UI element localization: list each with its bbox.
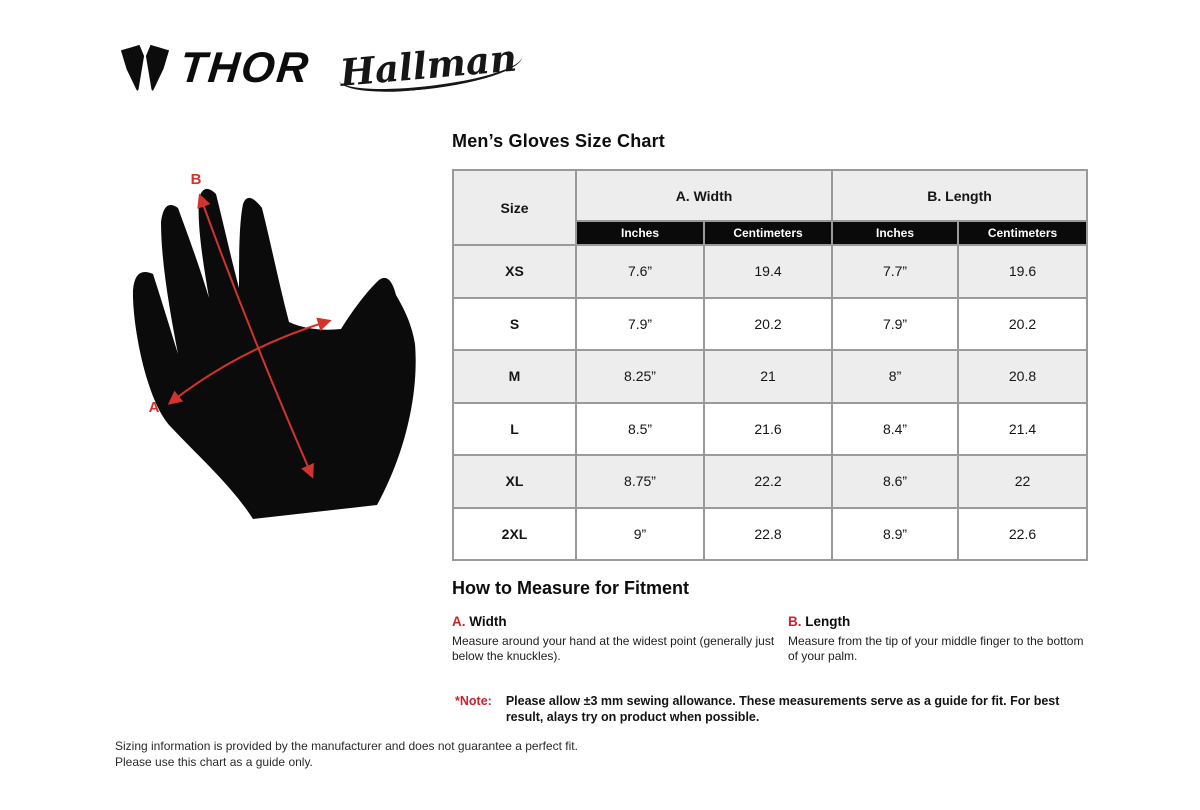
unit-header-length-inches: Inches bbox=[831, 220, 960, 246]
measure-width-label: Width bbox=[469, 614, 507, 629]
measure-length-prefix: B. bbox=[788, 614, 802, 629]
cell-length-in: 8.6” bbox=[831, 454, 960, 509]
hand-silhouette bbox=[132, 188, 416, 519]
cell-length-in: 7.9” bbox=[831, 296, 960, 351]
table-unit-header-row: Inches Centimeters Inches Centimeters bbox=[453, 220, 1089, 246]
cell-width-cm: 22.2 bbox=[702, 454, 834, 509]
note-text: Please allow ±3 mm sewing allowance. The… bbox=[505, 694, 1060, 724]
table-row-l: L 8.5” 21.6 8.4” 21.4 bbox=[452, 401, 1089, 456]
thor-logo: THOR bbox=[120, 42, 313, 94]
disclaimer-line-2: Please use this chart as a guide only. bbox=[115, 755, 313, 769]
measure-length-title: B. Length bbox=[788, 614, 1088, 629]
size-chart-title: Men’s Gloves Size Chart bbox=[452, 131, 665, 151]
diagram-label-a: A bbox=[149, 399, 160, 416]
cell-size: XS bbox=[452, 244, 577, 299]
column-group-length: B. Length bbox=[831, 169, 1089, 222]
measure-length-block: B. Length Measure from the tip of your m… bbox=[788, 614, 1088, 664]
measure-width-text: Measure around your hand at the widest p… bbox=[452, 634, 775, 663]
footer-disclaimer: Sizing information is provided by the ma… bbox=[115, 738, 578, 770]
cell-size: M bbox=[452, 349, 577, 404]
cell-width-cm: 19.4 bbox=[702, 244, 834, 299]
thor-wordmark: THOR bbox=[177, 43, 313, 92]
note-block: *Note: Please allow ±3 mm sewing allowan… bbox=[455, 693, 1095, 725]
cell-length-cm: 20.2 bbox=[957, 296, 1089, 351]
cell-length-cm: 22 bbox=[957, 454, 1089, 509]
table-row-2xl: 2XL 9” 22.8 8.9” 22.6 bbox=[452, 506, 1089, 561]
cell-length-cm: 21.4 bbox=[957, 401, 1089, 456]
cell-size: XL bbox=[452, 454, 577, 509]
cell-length-cm: 20.8 bbox=[957, 349, 1089, 404]
cell-width-in: 8.5” bbox=[575, 401, 705, 456]
table-row-xs: XS 7.6” 19.4 7.7” 19.6 bbox=[452, 244, 1089, 299]
unit-header-width-centimeters: Centimeters bbox=[702, 220, 834, 246]
cell-width-in: 8.75” bbox=[575, 454, 705, 509]
cell-length-cm: 22.6 bbox=[957, 506, 1089, 561]
diagram-label-b: B bbox=[191, 171, 202, 188]
measure-width-block: A. Width Measure around your hand at the… bbox=[452, 614, 782, 664]
table-group-header-row: Size A. Width B. Length bbox=[452, 169, 1089, 246]
measure-width-prefix: A. bbox=[452, 614, 466, 629]
thor-helmet-icon bbox=[120, 44, 170, 91]
cell-width-cm: 21.6 bbox=[702, 401, 834, 456]
measure-width-title: A. Width bbox=[452, 614, 782, 629]
unit-header-length-centimeters: Centimeters bbox=[957, 220, 1089, 246]
unit-header-width-inches: Inches bbox=[575, 220, 705, 246]
table-row-xl: XL 8.75” 22.2 8.6” 22 bbox=[452, 454, 1089, 509]
size-chart-table-wrap: Size A. Width B. Length Inches Centimete… bbox=[452, 169, 1089, 561]
cell-length-in: 8.9” bbox=[831, 506, 960, 561]
table-row-s: S 7.9” 20.2 7.9” 20.2 bbox=[452, 296, 1089, 351]
cell-size: 2XL bbox=[452, 506, 577, 561]
brand-logos: THOR Hallman bbox=[120, 36, 525, 97]
table-row-m: M 8.25” 21 8” 20.8 bbox=[452, 349, 1089, 404]
hallman-wordmark: Hallman bbox=[336, 36, 525, 97]
cell-length-cm: 19.6 bbox=[957, 244, 1089, 299]
cell-size: L bbox=[452, 401, 577, 456]
cell-length-in: 8” bbox=[831, 349, 960, 404]
cell-length-in: 8.4” bbox=[831, 401, 960, 456]
size-chart-table: Size A. Width B. Length Inches Centimete… bbox=[452, 169, 1089, 561]
measure-length-label: Length bbox=[805, 614, 851, 629]
note-label: *Note: bbox=[455, 694, 492, 708]
glove-measure-diagram: B A bbox=[132, 171, 416, 519]
cell-width-in: 8.25” bbox=[575, 349, 705, 404]
width-measure-line bbox=[167, 317, 332, 405]
column-header-size: Size bbox=[452, 169, 577, 246]
cell-length-in: 7.7” bbox=[831, 244, 960, 299]
cell-width-cm: 20.2 bbox=[702, 296, 834, 351]
cell-width-in: 9” bbox=[575, 506, 705, 561]
measure-heading: How to Measure for Fitment bbox=[452, 578, 690, 598]
cell-width-in: 7.6” bbox=[575, 244, 705, 299]
column-group-width: A. Width bbox=[574, 169, 834, 222]
cell-width-cm: 22.8 bbox=[702, 506, 834, 561]
cell-width-cm: 21 bbox=[702, 349, 834, 404]
cell-width-in: 7.9” bbox=[575, 296, 705, 351]
disclaimer-line-1: Sizing information is provided by the ma… bbox=[115, 739, 578, 753]
measure-length-text: Measure from the tip of your middle fing… bbox=[788, 634, 1084, 663]
cell-size: S bbox=[452, 296, 577, 351]
